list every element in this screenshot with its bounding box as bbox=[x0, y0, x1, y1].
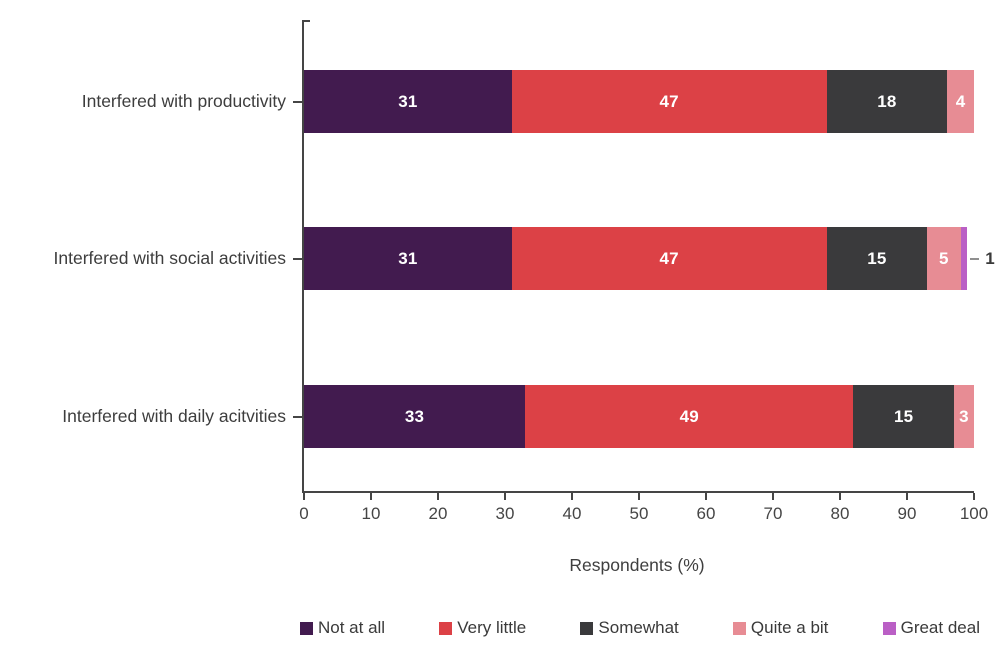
y-axis-tick bbox=[293, 100, 302, 103]
x-axis-tick bbox=[571, 493, 573, 500]
category-label: Interfered with social activities bbox=[53, 248, 286, 268]
bar-segment bbox=[960, 227, 968, 290]
legend-item: Great deal bbox=[882, 618, 980, 638]
y-axis-tick bbox=[293, 257, 302, 260]
bar-segment: 31 bbox=[304, 70, 512, 133]
bar-segment: 15 bbox=[826, 227, 928, 290]
plot-area: 31 47 18 4 31 47 15 5 1 33 49 15 3 0 10 20 30 40 50 60 70 80 9… bbox=[293, 20, 995, 523]
leader-line bbox=[970, 257, 980, 260]
bar-value-label: 3 bbox=[959, 406, 969, 426]
legend-swatch bbox=[732, 621, 746, 635]
legend-label: Somewhat bbox=[598, 618, 679, 637]
x-axis-tick bbox=[839, 493, 841, 500]
legend-item: Quite a bit bbox=[732, 618, 829, 638]
category-label: Interfered with productivity bbox=[81, 91, 286, 111]
legend: Not at all Very little Somewhat Quite a bit… bbox=[300, 618, 980, 638]
legend-swatch bbox=[580, 621, 594, 635]
x-axis-tick-label: 20 bbox=[428, 504, 448, 523]
bar-value-label: 47 bbox=[659, 248, 679, 268]
x-axis-tick-label: 60 bbox=[696, 504, 716, 523]
y-axis-tick bbox=[293, 415, 302, 418]
bar-value-label: 1 bbox=[985, 248, 995, 268]
bar-value-label: 5 bbox=[939, 248, 949, 268]
bar-value-label: 15 bbox=[893, 406, 914, 426]
bar-segment: 49 bbox=[525, 385, 854, 448]
legend-label: Quite a bit bbox=[750, 618, 829, 637]
x-axis-tick-label: 0 bbox=[299, 504, 309, 523]
legend-item: Not at all bbox=[300, 618, 385, 638]
bar-value-label: 31 bbox=[398, 91, 418, 111]
bar-segment: 18 bbox=[826, 70, 948, 133]
legend-swatch bbox=[439, 621, 453, 635]
bar-segment: 31 bbox=[304, 227, 512, 290]
bar-value-label: 18 bbox=[877, 91, 897, 111]
bar-segment: 47 bbox=[511, 227, 827, 290]
bar-value-label: 47 bbox=[659, 91, 679, 111]
x-axis-tick bbox=[772, 493, 774, 500]
x-axis-tick bbox=[437, 493, 439, 500]
x-axis-tick bbox=[906, 493, 908, 500]
legend-label: Great deal bbox=[900, 618, 980, 637]
x-axis-tick bbox=[638, 493, 640, 500]
legend-item: Very little bbox=[439, 618, 526, 638]
bar-segment: 3 bbox=[953, 385, 974, 448]
x-axis-tick-label: 10 bbox=[361, 504, 381, 523]
x-axis-tick-label: 80 bbox=[830, 504, 850, 523]
x-axis-tick bbox=[370, 493, 372, 500]
bar-segment: 33 bbox=[304, 385, 526, 448]
x-axis-tick-label: 40 bbox=[562, 504, 582, 523]
x-axis-tick-label: 100 bbox=[959, 504, 989, 523]
legend-swatch bbox=[300, 621, 313, 635]
bar-value-label: 49 bbox=[679, 406, 699, 426]
legend-label: Not at all bbox=[318, 618, 386, 637]
x-axis-tick bbox=[973, 493, 975, 500]
bar-value-label: 33 bbox=[404, 406, 425, 426]
bar-value-label: 31 bbox=[398, 248, 418, 268]
bar-segment: 47 bbox=[511, 70, 827, 133]
bar-segment: 4 bbox=[947, 70, 974, 133]
x-axis-tick-label: 70 bbox=[763, 504, 783, 523]
bar-value-label: 15 bbox=[867, 248, 887, 268]
x-axis-tick bbox=[504, 493, 506, 500]
x-axis-tick bbox=[303, 493, 305, 500]
bar-value-label: 4 bbox=[955, 91, 966, 111]
bar-segment: 15 bbox=[853, 385, 954, 448]
bar-segment: 5 bbox=[927, 227, 961, 290]
legend-swatch bbox=[882, 621, 896, 635]
y-axis-top-cap bbox=[302, 20, 310, 22]
legend-label: Very little bbox=[457, 618, 527, 637]
x-axis-tick-label: 90 bbox=[897, 504, 917, 523]
x-axis-tick-label: 30 bbox=[495, 504, 515, 523]
x-axis-title: Respondents (%) bbox=[569, 555, 705, 575]
legend-item: Somewhat bbox=[580, 618, 679, 638]
category-label: Interfered with daily acitvities bbox=[62, 406, 286, 426]
x-axis-tick bbox=[705, 493, 707, 500]
x-axis-tick-label: 50 bbox=[629, 504, 649, 523]
